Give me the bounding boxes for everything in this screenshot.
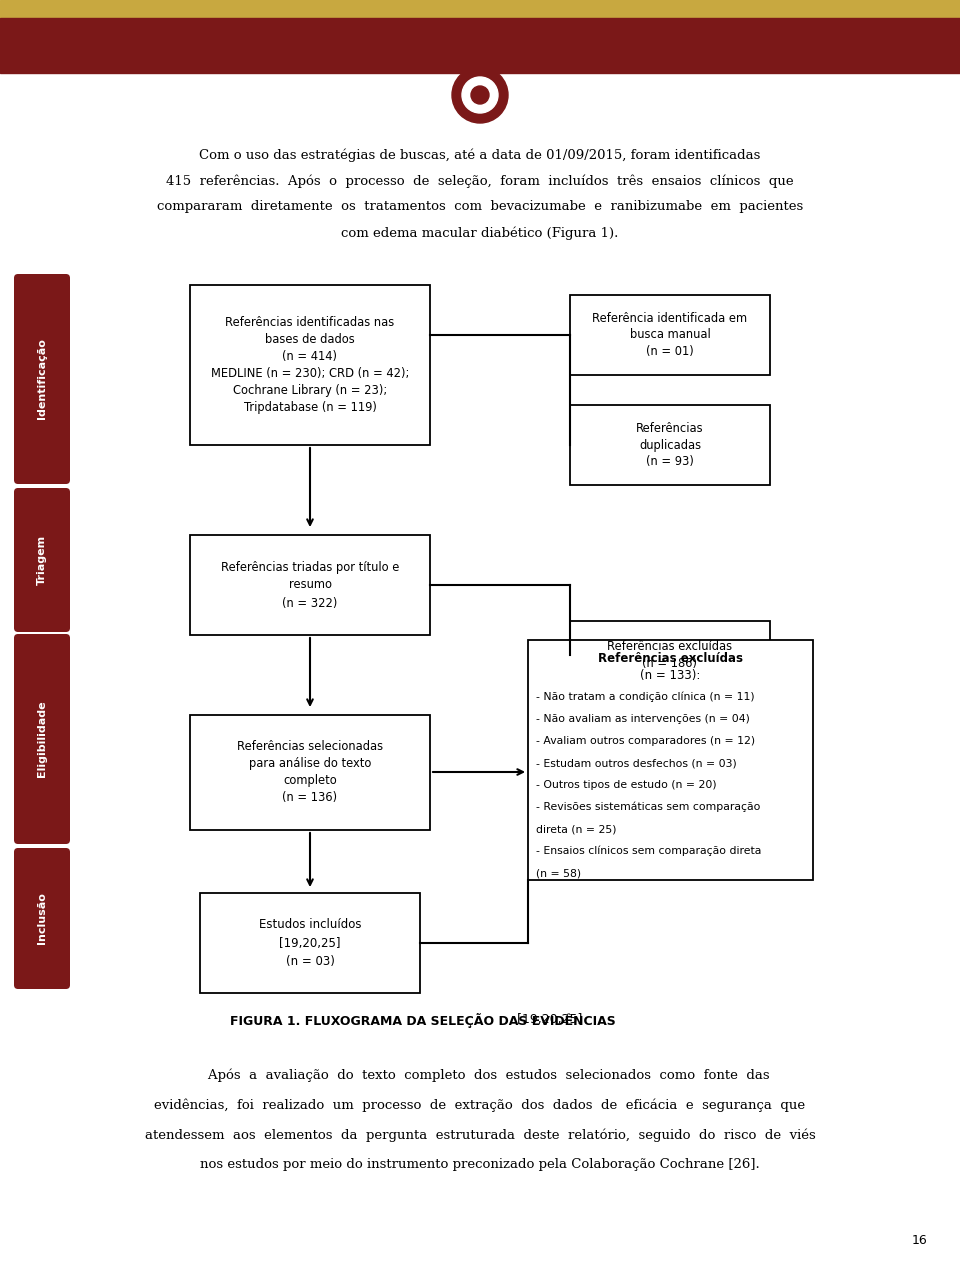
Text: - Ensaios clínicos sem comparação direta: - Ensaios clínicos sem comparação direta xyxy=(536,846,761,856)
Circle shape xyxy=(462,77,498,113)
Text: Estudos incluídos: Estudos incluídos xyxy=(259,918,361,932)
Text: para análise do texto: para análise do texto xyxy=(249,757,372,770)
Text: (n = 93): (n = 93) xyxy=(646,455,694,469)
Text: completo: completo xyxy=(283,774,337,787)
FancyBboxPatch shape xyxy=(14,634,70,844)
Text: (n = 414): (n = 414) xyxy=(282,351,338,363)
Bar xyxy=(0,0,960,18)
Text: (n = 03): (n = 03) xyxy=(285,955,334,967)
Text: Inclusão: Inclusão xyxy=(37,893,47,944)
Text: Após  a  avaliação  do  texto  completo  dos  estudos  selecionados  como  fonte: Após a avaliação do texto completo dos e… xyxy=(191,1068,769,1082)
Text: - Não tratam a condição clínica (n = 11): - Não tratam a condição clínica (n = 11) xyxy=(536,692,755,702)
Text: - Avaliam outros comparadores (n = 12): - Avaliam outros comparadores (n = 12) xyxy=(536,736,756,747)
Text: (n = 186): (n = 186) xyxy=(642,657,698,671)
Text: Cochrane Library (n = 23);: Cochrane Library (n = 23); xyxy=(233,385,387,397)
Bar xyxy=(570,620,770,689)
Text: Triagem: Triagem xyxy=(37,535,47,585)
Bar xyxy=(570,405,770,485)
Text: 16: 16 xyxy=(912,1233,928,1247)
Text: bases de dados: bases de dados xyxy=(265,333,355,346)
Text: MEDLINE (n = 230); CRD (n = 42);: MEDLINE (n = 230); CRD (n = 42); xyxy=(211,367,409,380)
Text: evidências,  foi  realizado  um  processo  de  extração  dos  dados  de  eficáci: evidências, foi realizado um processo de… xyxy=(155,1098,805,1111)
Text: FIGURA 1. FLUXOGRAMA DA SELEÇÃO DAS EVIDÊNCIAS: FIGURA 1. FLUXOGRAMA DA SELEÇÃO DAS EVID… xyxy=(230,1013,615,1028)
Text: (n = 01): (n = 01) xyxy=(646,346,694,358)
Text: resumo: resumo xyxy=(289,579,331,591)
Bar xyxy=(190,285,430,445)
Text: - Outros tipos de estudo (n = 20): - Outros tipos de estudo (n = 20) xyxy=(536,781,716,789)
Text: (n = 58): (n = 58) xyxy=(536,868,581,878)
Text: Identificação: Identificação xyxy=(37,338,47,420)
Text: Com o uso das estratégias de buscas, até a data de 01/09/2015, foram identificad: Com o uso das estratégias de buscas, até… xyxy=(200,148,760,161)
Bar xyxy=(570,295,770,375)
Text: direta (n = 25): direta (n = 25) xyxy=(536,823,616,834)
Text: (n = 136): (n = 136) xyxy=(282,791,338,805)
Text: - Não avaliam as intervenções (n = 04): - Não avaliam as intervenções (n = 04) xyxy=(536,714,750,724)
Text: 415  referências.  Após  o  processo  de  seleção,  foram  incluídos  três  ensa: 415 referências. Após o processo de sele… xyxy=(166,174,794,188)
Bar xyxy=(528,641,813,880)
Text: (n = 133):: (n = 133): xyxy=(639,668,700,681)
Text: Referências excluídas: Referências excluídas xyxy=(597,652,742,665)
Text: Referências: Referências xyxy=(636,421,704,435)
Text: compararam  diretamente  os  tratamentos  com  bevacizumabe  e  ranibizumabe  em: compararam diretamente os tratamentos co… xyxy=(156,200,804,213)
Text: Referência identificada em: Referência identificada em xyxy=(592,311,748,324)
Circle shape xyxy=(452,67,508,124)
Bar xyxy=(200,893,420,992)
Bar xyxy=(190,535,430,636)
Text: [19,20,25]: [19,20,25] xyxy=(279,937,341,950)
Text: - Estudam outros desfechos (n = 03): - Estudam outros desfechos (n = 03) xyxy=(536,758,736,768)
Bar xyxy=(0,18,960,73)
Text: Referências selecionadas: Referências selecionadas xyxy=(237,740,383,753)
Bar xyxy=(190,715,430,830)
Text: nos estudos por meio do instrumento preconizado pela Colaboração Cochrane [26].: nos estudos por meio do instrumento prec… xyxy=(200,1158,760,1171)
Text: atendessem  aos  elementos  da  pergunta  estruturada  deste  relatório,  seguid: atendessem aos elementos da pergunta est… xyxy=(145,1129,815,1141)
Text: - Revisões sistemáticas sem comparação: - Revisões sistemáticas sem comparação xyxy=(536,802,760,812)
FancyBboxPatch shape xyxy=(14,488,70,632)
Text: Referências triadas por título e: Referências triadas por título e xyxy=(221,560,399,574)
Text: (n = 322): (n = 322) xyxy=(282,596,338,609)
Text: com edema macular diabético (Figura 1).: com edema macular diabético (Figura 1). xyxy=(342,226,618,240)
Text: duplicadas: duplicadas xyxy=(639,439,701,451)
Text: Referências identificadas nas: Referências identificadas nas xyxy=(226,317,395,329)
FancyBboxPatch shape xyxy=(14,847,70,989)
Text: busca manual: busca manual xyxy=(630,329,710,342)
Text: Tripdatabase (n = 119): Tripdatabase (n = 119) xyxy=(244,401,376,414)
Circle shape xyxy=(471,86,489,103)
Text: [19,20,25]: [19,20,25] xyxy=(513,1014,583,1026)
FancyBboxPatch shape xyxy=(14,274,70,484)
Text: Referências excluídas: Referências excluídas xyxy=(608,639,732,652)
Text: Eligibilidade: Eligibilidade xyxy=(37,701,47,777)
